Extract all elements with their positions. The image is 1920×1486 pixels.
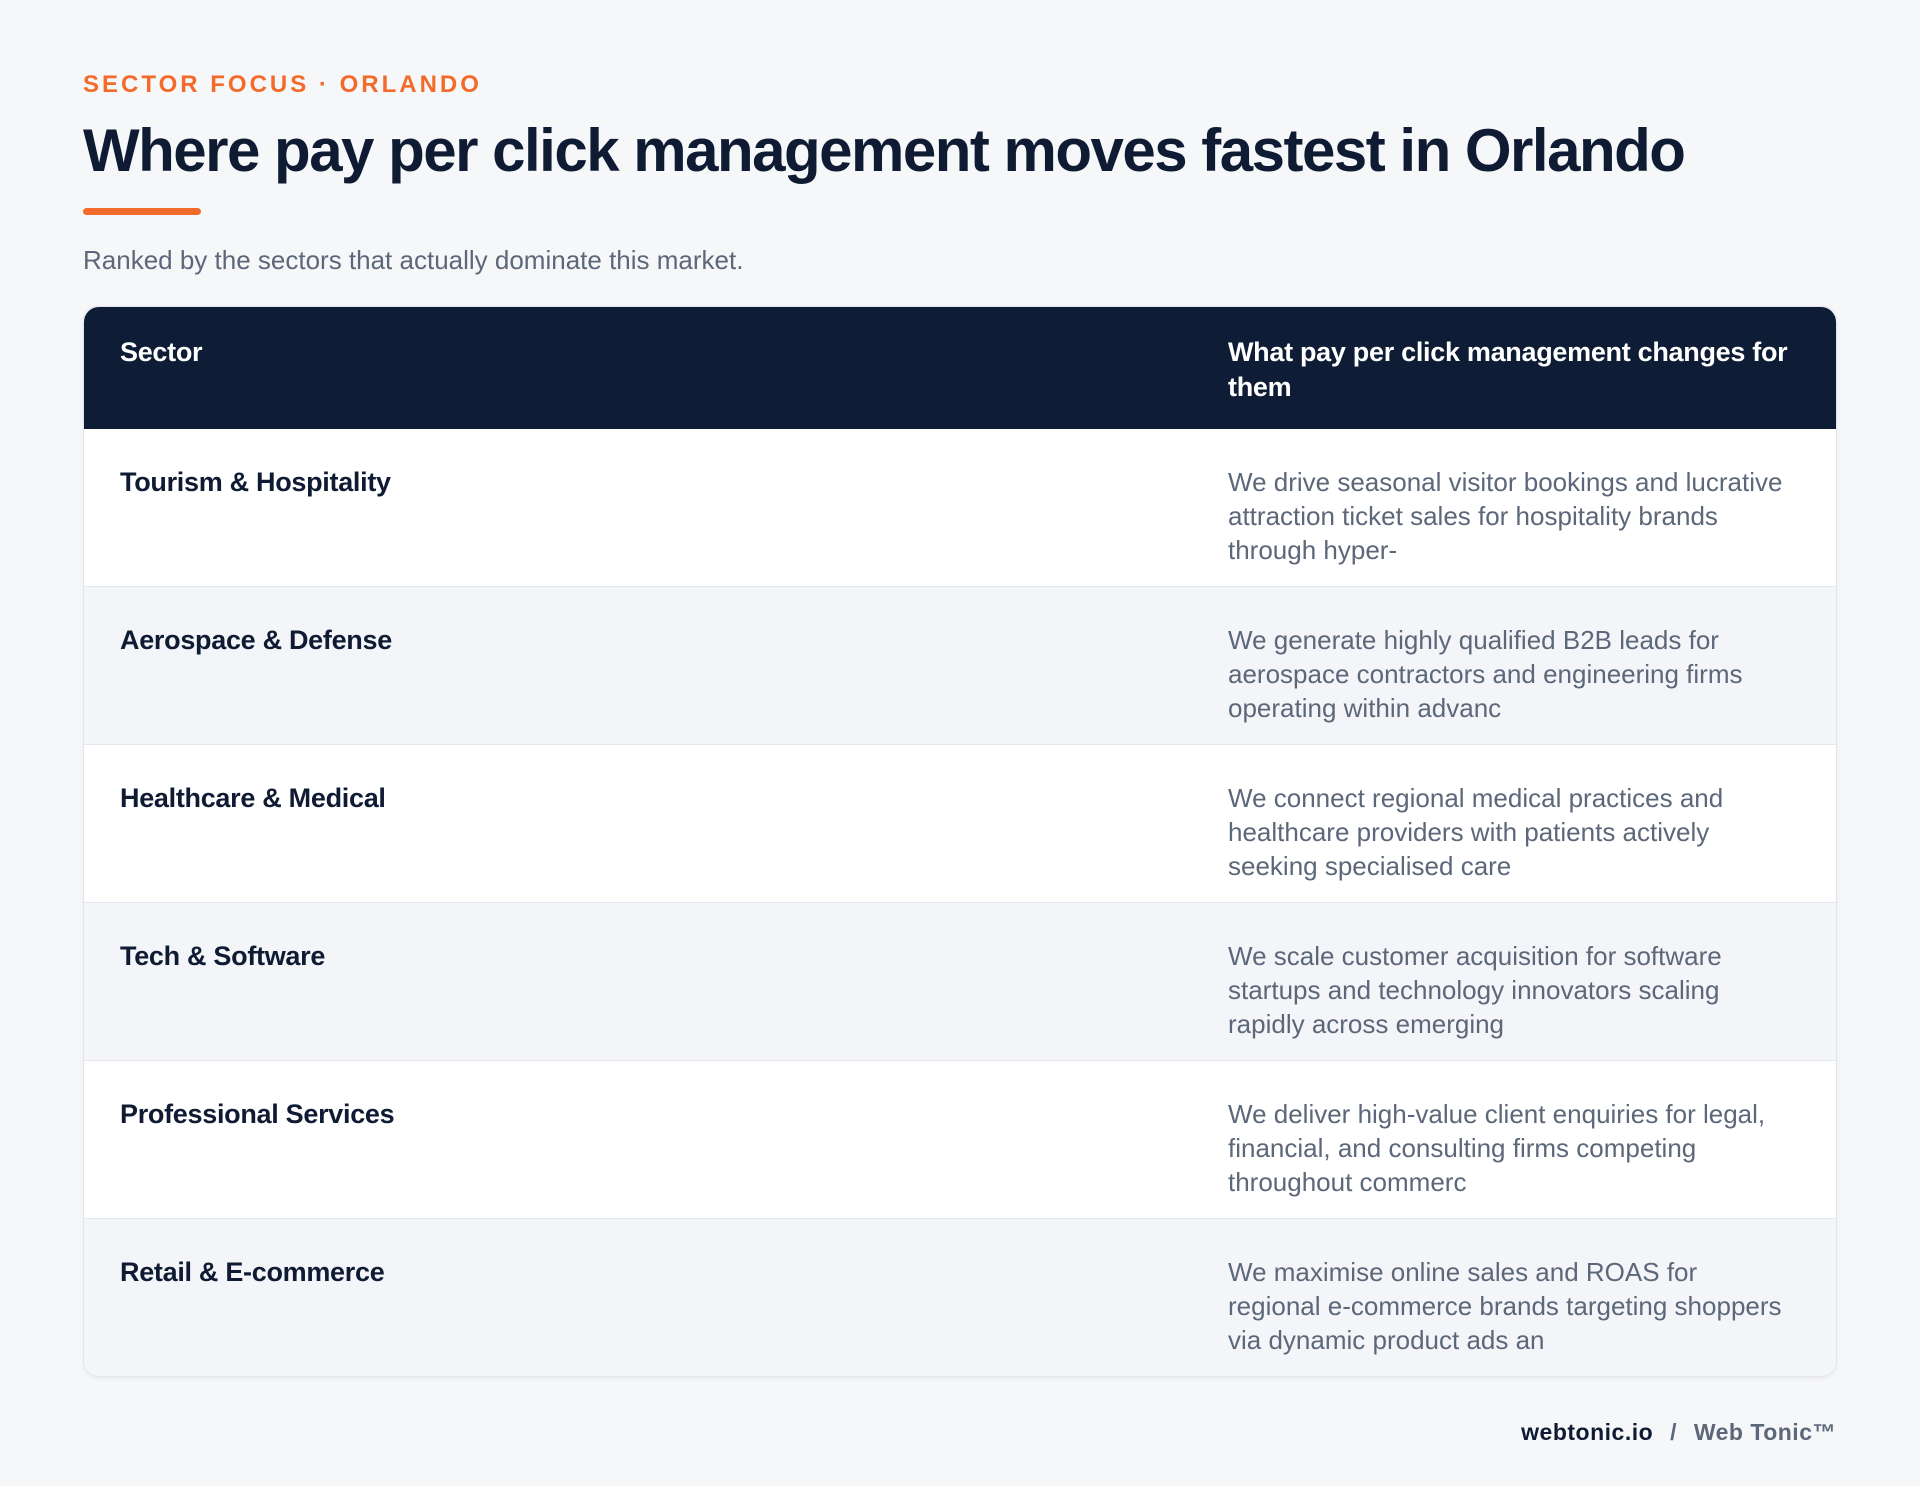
footer-domain: webtonic.io	[1521, 1419, 1654, 1445]
table-row: Aerospace & Defense We generate highly q…	[84, 586, 1836, 745]
sector-table: Sector What pay per click management cha…	[84, 307, 1836, 1376]
impact-cell: We generate highly qualified B2B leads f…	[1228, 625, 1743, 723]
impact-cell: We maximise online sales and ROAS for re…	[1228, 1257, 1782, 1355]
sector-cell: Retail & E-commerce	[120, 1257, 385, 1287]
table-body: Tourism & Hospitality We drive seasonal …	[84, 429, 1836, 1376]
sector-table-card: Sector What pay per click management cha…	[83, 306, 1837, 1377]
sector-cell: Tech & Software	[120, 941, 326, 971]
sector-cell: Professional Services	[120, 1099, 395, 1129]
page-content: SECTOR FOCUS · ORLANDO Where pay per cli…	[83, 68, 1837, 1377]
table-header-row: Sector What pay per click management cha…	[84, 307, 1836, 429]
footer-credit: webtonic.io / Web Tonic™	[1521, 1419, 1836, 1446]
table-header: Sector What pay per click management cha…	[84, 307, 1836, 429]
impact-cell: We scale customer acquisition for softwa…	[1228, 941, 1722, 1039]
column-header-impact: What pay per click management changes fo…	[1228, 337, 1788, 402]
table-row: Healthcare & Medical We connect regional…	[84, 744, 1836, 903]
column-header-sector: Sector	[120, 337, 203, 367]
sector-cell: Healthcare & Medical	[120, 783, 386, 813]
eyebrow-label: SECTOR FOCUS · ORLANDO	[83, 71, 482, 98]
footer-separator: /	[1670, 1419, 1677, 1445]
table-row: Tech & Software We scale customer acquis…	[84, 902, 1836, 1061]
table-row: Retail & E-commerce We maximise online s…	[84, 1218, 1836, 1376]
impact-cell: We connect regional medical practices an…	[1228, 783, 1724, 881]
sector-cell: Tourism & Hospitality	[120, 467, 391, 497]
table-row: Professional Services We deliver high-va…	[84, 1060, 1836, 1219]
footer-brand: Web Tonic™	[1693, 1419, 1836, 1445]
sector-cell: Aerospace & Defense	[120, 625, 392, 655]
impact-cell: We deliver high-value client enquiries f…	[1228, 1099, 1766, 1197]
impact-cell: We drive seasonal visitor bookings and l…	[1228, 467, 1783, 565]
page-subtitle: Ranked by the sectors that actually domi…	[83, 245, 744, 275]
page-title: Where pay per click management moves fas…	[83, 117, 1686, 184]
table-row: Tourism & Hospitality We drive seasonal …	[84, 429, 1836, 587]
title-accent-bar	[83, 208, 201, 215]
